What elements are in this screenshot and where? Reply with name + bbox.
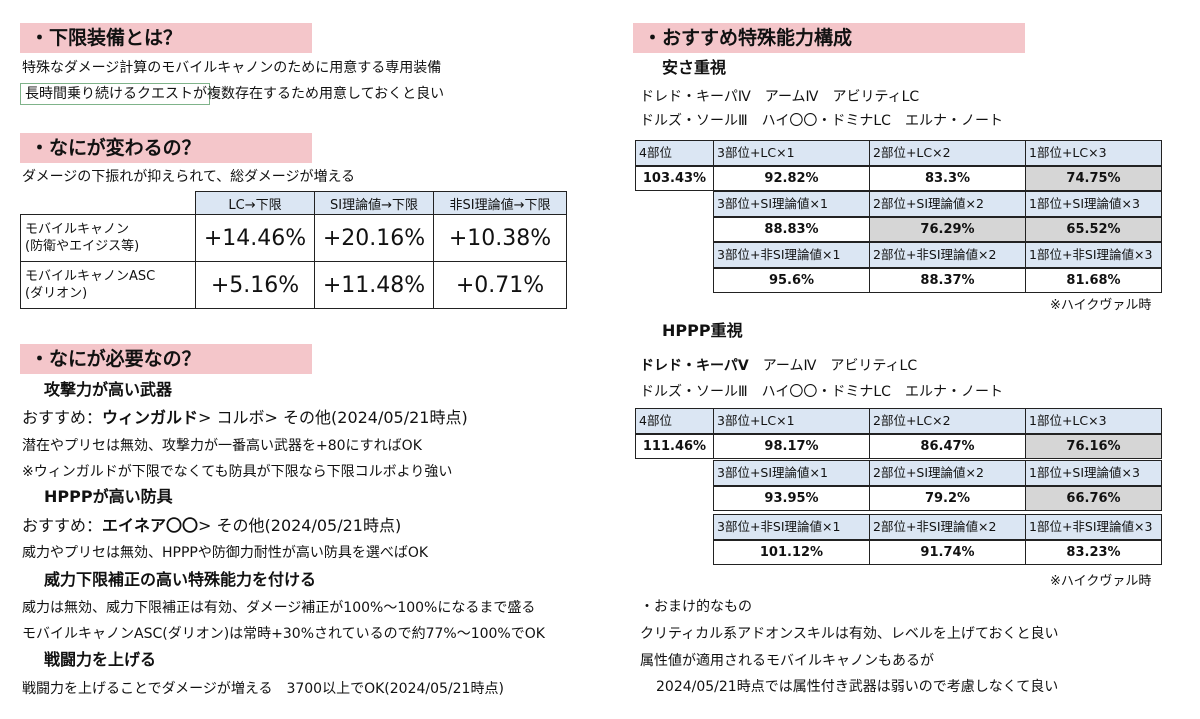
table-cell: 2部位+非SI理論値×2 [869, 514, 1026, 540]
row-label-line2: (防衛やエイジス等) [25, 239, 140, 254]
table-cell: 2部位+SI理論値×2 [869, 460, 1026, 486]
row-label-line1: モバイルキャノンASC [25, 269, 156, 284]
table-cell: 88.83% [713, 217, 870, 242]
cheap-table-note: ※ハイクヴァル時 [1050, 298, 1152, 313]
table-cell: 3部位+SI理論値×1 [713, 460, 870, 486]
power-heading: 戦闘力を上げる [44, 650, 157, 669]
table-cell: 3部位+LC×1 [713, 408, 870, 434]
table-header: 非SI理論値→下限 [433, 191, 567, 215]
table-cell: +5.16% [195, 261, 315, 309]
table-cell: 3部位+非SI理論値×1 [713, 514, 870, 540]
power-note: 戦闘力を上げることでダメージが増える 3700以上でOK(2024/05/21時… [22, 681, 504, 697]
armor-heading: HPPPが高い防具 [44, 487, 173, 506]
hppp-heading: HPPP重視 [662, 321, 743, 340]
armor-recommendation: おすすめ：エイネア〇〇> その他(2024/05/21時点) [22, 516, 402, 535]
ability-note-2: モバイルキャノンASC(ダリオン)は常時+30%されているので約77%～100%… [22, 626, 545, 642]
table-cell: +10.38% [433, 214, 567, 262]
what-changes-line1: ダメージの下振れが抑えられて、総ダメージが増える [22, 169, 356, 185]
table-cell: 1部位+非SI理論値×3 [1025, 242, 1162, 268]
table-cell: 91.74% [869, 540, 1026, 565]
table-cell: 83.23% [1025, 540, 1162, 565]
table-cell: +0.71% [433, 261, 567, 309]
table-row: モバイルキャノン (防衛やエイジス等) +14.46% +20.16% +10.… [20, 214, 567, 262]
table-cell: 2部位+SI理論値×2 [869, 191, 1026, 217]
table-cell: 2部位+LC×2 [869, 408, 1026, 434]
hppp-build-line1: ドレド・キーパⅤ アームⅣ アビリティLC [640, 358, 918, 374]
table-cell: 66.76% [1025, 486, 1162, 511]
table-cell: 3部位+SI理論値×1 [713, 191, 870, 217]
table-cell: 4部位 [635, 140, 714, 166]
table-cell: 2部位+非SI理論値×2 [869, 242, 1026, 268]
table-cell: 76.29% [869, 217, 1026, 242]
cheap-build-line1: ドレド・キーパⅣ アームⅣ アビリティLC [640, 89, 920, 105]
extra-line3: 2024/05/21時点では属性付き武器は弱いので考慮しなくて良い [656, 679, 1059, 695]
table-cell: +20.16% [314, 214, 434, 262]
extra-line2: 属性値が適用されるモバイルキャノンもあるが [640, 653, 934, 669]
weapon-note-2: ※ウィンガルドが下限でなくても防具が下限なら下限コルボより強い [22, 464, 453, 480]
section-title-recommended-abilities: ・おすすめ特殊能力構成 [633, 23, 1025, 53]
ability-note-1: 威力は無効、威力下限補正は有効、ダメージ補正が100%～100%になるまで盛る [22, 600, 536, 616]
table-cell: 76.16% [1025, 434, 1162, 459]
hppp-table-note: ※ハイクヴァル時 [1050, 574, 1152, 589]
what-is-line1: 特殊なダメージ計算のモバイルキャノンのために用意する専用装備 [22, 60, 442, 76]
table-cell: 81.68% [1025, 268, 1162, 293]
section-title-what-changes: ・なにが変わるの？ [20, 133, 312, 163]
table-cell: 1部位+非SI理論値×3 [1025, 514, 1162, 540]
damage-increase-table: LC→下限 SI理論値→下限 非SI理論値→下限 モバイルキャノン (防衛やエイ… [20, 191, 567, 309]
table-cell: 1部位+LC×3 [1025, 408, 1162, 434]
armor-note: 威力やプリセは無効、HPPPや防御力耐性が高い防具を選べばOK [22, 545, 429, 561]
row-label-line2: (ダリオン) [25, 286, 88, 301]
section-title-what-is: ・下限装備とは？ [20, 23, 312, 53]
table-cell: 1部位+SI理論値×3 [1025, 191, 1162, 217]
row-label-line1: モバイルキャノン [25, 222, 130, 237]
ability-heading: 威力下限補正の高い特殊能力を付ける [44, 570, 317, 589]
table-cell: 1部位+SI理論値×3 [1025, 460, 1162, 486]
table-cell: 101.12% [713, 540, 870, 565]
table-cell: 3部位+非SI理論値×1 [713, 242, 870, 268]
table-cell: 1部位+LC×3 [1025, 140, 1162, 166]
weapon-heading: 攻撃力が高い武器 [44, 380, 173, 399]
table-cell: 2部位+LC×2 [869, 140, 1026, 166]
table-header: LC→下限 [195, 191, 315, 215]
row-label: モバイルキャノンASC (ダリオン) [20, 261, 196, 309]
row-label: モバイルキャノン (防衛やエイジス等) [20, 214, 196, 262]
hppp-build-line2: ドルズ・ソールⅢ ハイ〇〇・ドミナLC エルナ・ノート [640, 384, 1003, 400]
what-is-line2: 長時間乗り続けるクエストが複数存在するため用意しておくと良い [20, 83, 444, 105]
table-cell: 103.43% [635, 166, 714, 191]
extra-line1: クリティカル系アドオンスキルは有効、レベルを上げておくと良い [640, 626, 1059, 642]
table-cell: 92.82% [713, 166, 870, 191]
weapon-note-1: 潜在やプリセは無効、攻撃力が一番高い武器を+80にすればOK [22, 438, 422, 454]
extra-heading: ・おまけ的なもの [640, 599, 752, 615]
table-cell: +14.46% [195, 214, 315, 262]
section-title-what-needed: ・なにが必要なの？ [20, 344, 312, 374]
weapon-recommendation: おすすめ：ウィンガルド> コルボ> その他(2024/05/21時点) [22, 408, 468, 427]
table-cell: 98.17% [713, 434, 870, 459]
table-cell: 111.46% [635, 434, 714, 459]
table-cell: 83.3% [869, 166, 1026, 191]
table-cell: 79.2% [869, 486, 1026, 511]
table-cell: 4部位 [635, 408, 714, 434]
table-cell: 65.52% [1025, 217, 1162, 242]
table-cell: 3部位+LC×1 [713, 140, 870, 166]
cheap-heading: 安さ重視 [662, 58, 727, 77]
table-cell: 93.95% [713, 486, 870, 511]
table-cell: 88.37% [869, 268, 1026, 293]
table-header: SI理論値→下限 [314, 191, 434, 215]
table-cell: +11.48% [314, 261, 434, 309]
cheap-build-line2: ドルズ・ソールⅢ ハイ〇〇・ドミナLC エルナ・ノート [640, 113, 1003, 129]
table-cell: 95.6% [713, 268, 870, 293]
table-cell: 74.75% [1025, 166, 1162, 191]
table-header-row: LC→下限 SI理論値→下限 非SI理論値→下限 [21, 191, 567, 215]
table-row: モバイルキャノンASC (ダリオン) +5.16% +11.48% +0.71% [20, 261, 567, 309]
table-cell: 86.47% [869, 434, 1026, 459]
